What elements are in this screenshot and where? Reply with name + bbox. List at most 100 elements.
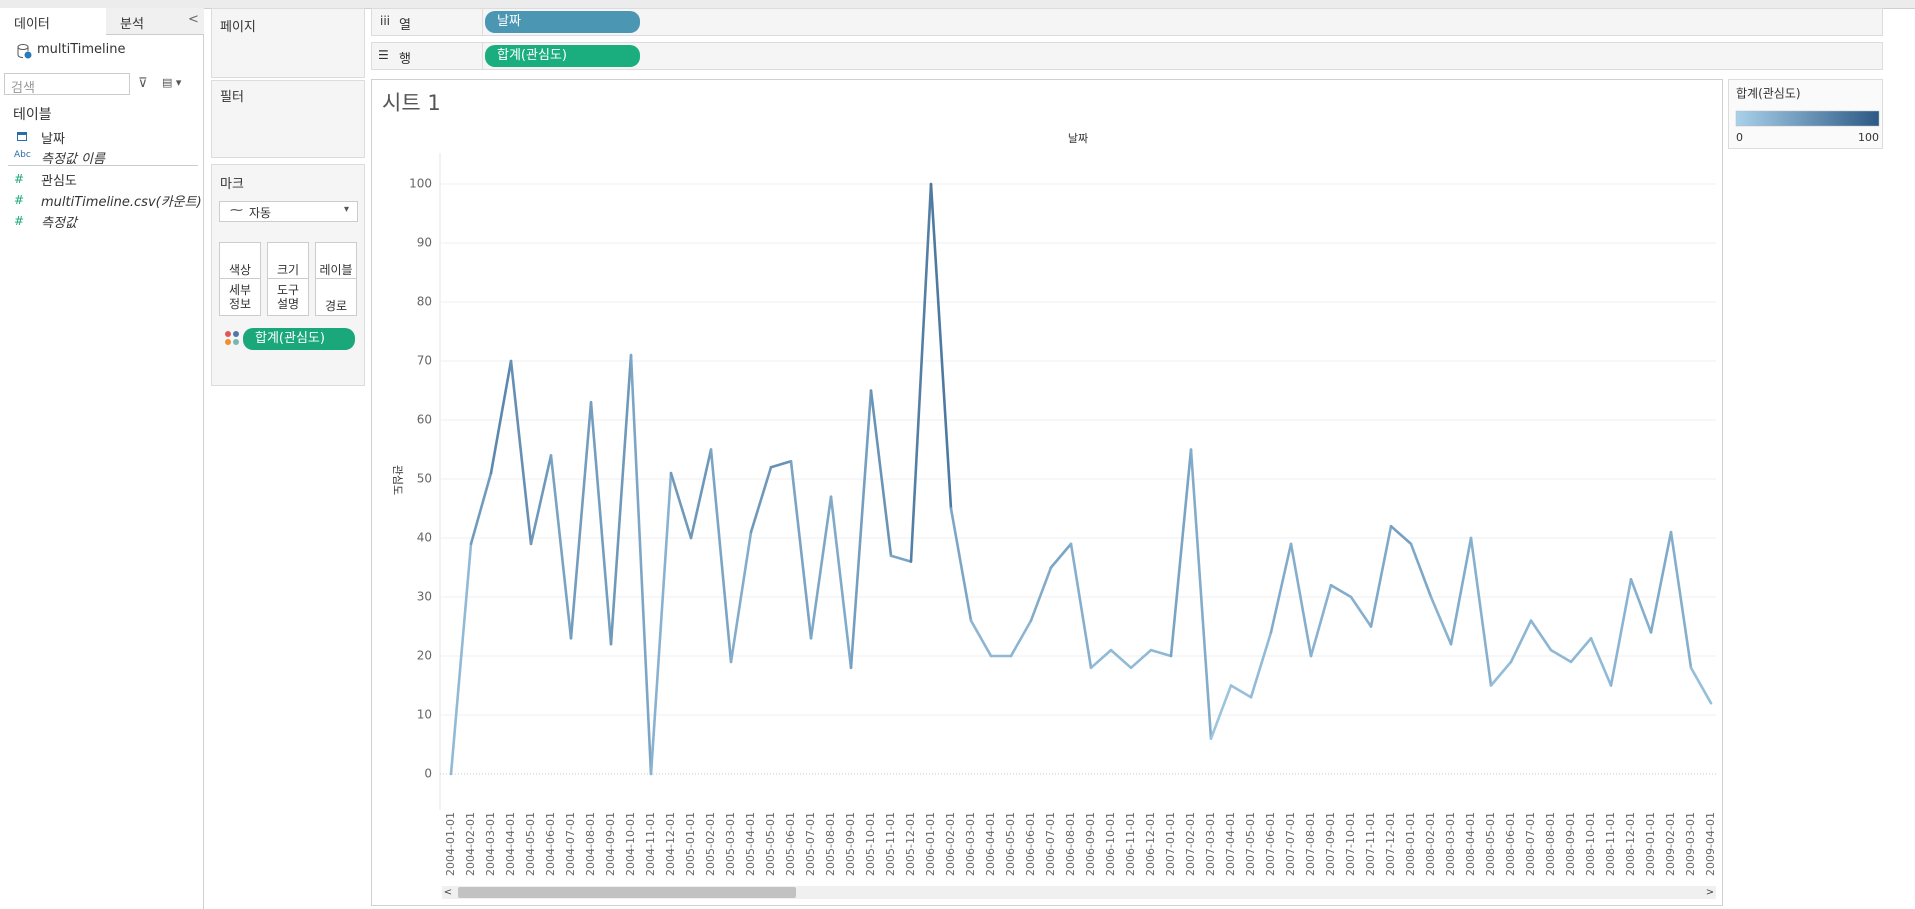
legend-min-label: 0: [1736, 131, 1743, 144]
x-tick-label: 2009-01-01: [1644, 812, 1657, 876]
line-segment: [1689, 666, 1713, 705]
x-tick-label: 2007-06-01: [1264, 812, 1277, 876]
line-segment: [969, 619, 993, 658]
line-segment: [1189, 448, 1213, 740]
x-tick-label: 2004-09-01: [604, 812, 617, 876]
x-tick-label: 2004-02-01: [464, 812, 477, 876]
legend-color-bar: [1735, 110, 1880, 127]
line-segment: [1429, 595, 1453, 646]
field-icon: #: [14, 193, 25, 207]
search-placeholder: 검색: [11, 81, 35, 96]
x-tick-label: 2005-03-01: [724, 812, 737, 876]
scroll-right[interactable]: >: [1706, 887, 1714, 898]
line-segment: [1289, 542, 1313, 658]
collapse-icon[interactable]: <: [188, 12, 199, 27]
line-segment: [749, 465, 773, 534]
y-axis-title: 관심도: [391, 465, 404, 495]
x-tick-label: 2005-01-01: [684, 812, 697, 876]
mark-button[interactable]: 경로: [315, 278, 357, 316]
line-segment: [1169, 448, 1193, 658]
x-tick-label: 2007-02-01: [1184, 812, 1197, 876]
marks-card: 마크 ⁓ 자동 ▾ 색상 크기 레이블 세부 정보 도구 설명 경로 합계(관심도): [211, 164, 365, 386]
line-segment: [669, 471, 693, 540]
x-tick-label: 2006-07-01: [1044, 812, 1057, 876]
x-tick-label: 2008-08-01: [1544, 812, 1557, 876]
y-tick-label: 70: [417, 354, 432, 368]
line-segment: [569, 400, 593, 640]
tab-label: 분석: [120, 17, 144, 32]
mark-button[interactable]: 색상: [219, 242, 261, 280]
line-segment: [869, 389, 893, 558]
x-tick-label: 2006-05-01: [1004, 812, 1017, 876]
line-icon: ⁓: [230, 203, 243, 218]
x-tick-label: 2007-10-01: [1344, 812, 1357, 876]
x-tick-label: 2006-09-01: [1084, 812, 1097, 876]
line-segment: [929, 182, 953, 510]
line-segment: [1369, 524, 1393, 628]
x-tick-label: 2008-11-01: [1604, 812, 1617, 876]
x-tick-label: 2004-07-01: [564, 812, 577, 876]
filter-icon[interactable]: ⊽: [138, 76, 148, 91]
field-name[interactable]: 관심도: [41, 174, 77, 189]
line-segment: [1529, 619, 1553, 652]
tab-label: 데이터: [14, 17, 50, 32]
line-segment: [909, 182, 933, 563]
line-segment: [589, 400, 613, 646]
view-icon[interactable]: ▤ ▾: [162, 76, 182, 89]
y-tick-label: 30: [417, 590, 432, 604]
filters-shelf: 필터: [211, 80, 365, 158]
line-segment: [1589, 636, 1613, 687]
rows-pill[interactable]: 합계(관심도): [485, 45, 640, 67]
y-tick-label: 100: [409, 177, 432, 191]
divider: [482, 9, 483, 35]
x-tick-label: 2009-03-01: [1684, 812, 1697, 876]
y-tick-label: 80: [417, 295, 432, 309]
mark-button[interactable]: 세부 정보: [219, 278, 261, 316]
field-name[interactable]: 측정값: [41, 216, 77, 231]
mark-pill[interactable]: 합계(관심도): [243, 328, 355, 350]
x-tick-label: 2006-12-01: [1144, 812, 1157, 876]
tab-analysis[interactable]: 분석 <: [106, 8, 204, 35]
shelf-label: 열: [399, 18, 411, 33]
y-tick-label: 20: [417, 649, 432, 663]
plot-area: [440, 153, 1716, 810]
line-segment: [949, 507, 973, 622]
datasource-icon: [17, 44, 32, 59]
tab-data[interactable]: 데이터: [0, 8, 107, 34]
x-tick-label: 2005-08-01: [824, 812, 837, 876]
line-segment: [1329, 583, 1353, 599]
mark-type: 자동: [249, 206, 272, 220]
datasource-name[interactable]: multiTimeline: [37, 42, 126, 57]
line-segment: [469, 471, 493, 546]
scroll-left[interactable]: <: [444, 887, 452, 898]
line-segment: [1229, 684, 1253, 699]
line-segment: [1549, 648, 1573, 664]
x-tick-label: 2004-12-01: [664, 812, 677, 876]
search-box[interactable]: 검색: [4, 73, 130, 96]
x-tick-label: 2008-03-01: [1444, 812, 1457, 876]
mark-type-dropdown[interactable]: ⁓ 자동 ▾: [219, 201, 358, 222]
mark-button[interactable]: 도구 설명: [267, 278, 309, 316]
line-segment: [1409, 542, 1433, 599]
y-tick-label: 50: [417, 472, 432, 486]
line-segment: [809, 495, 833, 640]
mark-button[interactable]: 레이블: [315, 242, 357, 280]
line-segment: [789, 459, 813, 640]
x-tick-label: 2007-09-01: [1324, 812, 1337, 876]
line-segment: [1509, 619, 1533, 664]
line-segment: [1669, 530, 1693, 670]
line-segment: [1309, 583, 1333, 658]
y-tick-label: 90: [417, 236, 432, 250]
x-tick-label: 2004-03-01: [484, 812, 497, 876]
scrollbar-thumb[interactable]: [458, 887, 796, 898]
field-name[interactable]: multiTimeline.csv(카운트): [41, 195, 202, 210]
x-tick-label: 2006-03-01: [964, 812, 977, 876]
columns-pill[interactable]: 날짜: [485, 11, 640, 33]
line-segment: [1649, 530, 1673, 634]
x-tick-label: 2006-01-01: [924, 812, 937, 876]
field-name[interactable]: 측정값 이름: [41, 152, 105, 167]
color-icon: [225, 331, 239, 345]
mark-button[interactable]: 크기: [267, 242, 309, 280]
x-tick-label: 2005-06-01: [784, 812, 797, 876]
field-name[interactable]: 날짜: [41, 132, 65, 147]
